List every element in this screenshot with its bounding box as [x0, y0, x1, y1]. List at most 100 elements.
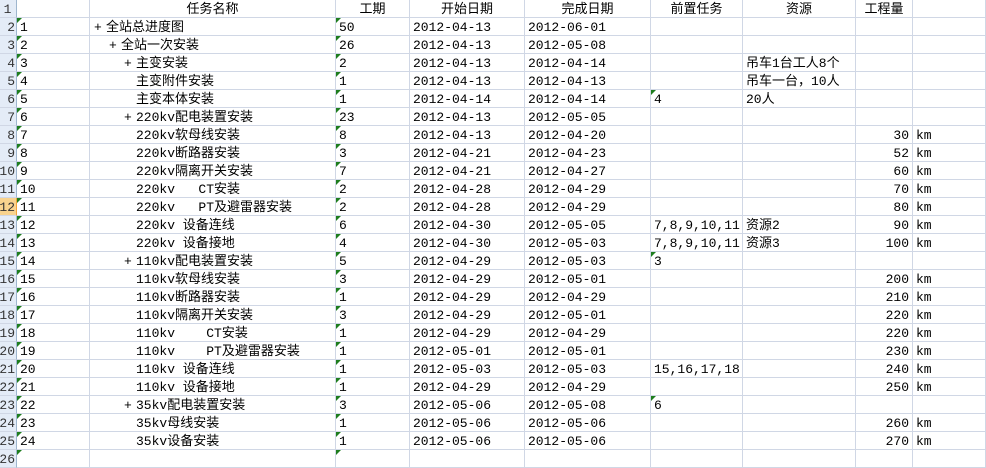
quantity-cell[interactable]: 200 — [856, 270, 913, 288]
end-date-cell[interactable]: 2012-04-20 — [525, 126, 651, 144]
predecessors-cell[interactable]: 7,8,9,10,11 — [651, 234, 743, 252]
task-id-cell[interactable]: 16 — [17, 288, 90, 306]
task-name-cell[interactable]: 220kv PT及避雷器安装 — [90, 198, 336, 216]
quantity-cell[interactable]: 80 — [856, 198, 913, 216]
duration-cell[interactable]: 2 — [336, 54, 410, 72]
duration-cell[interactable]: 1 — [336, 378, 410, 396]
predecessors-cell[interactable] — [651, 72, 743, 90]
end-date-cell[interactable]: 2012-05-05 — [525, 216, 651, 234]
row-header[interactable]: 1 — [0, 0, 17, 18]
predecessors-cell[interactable]: 6 — [651, 396, 743, 414]
start-date-cell[interactable]: 2012-05-06 — [410, 432, 525, 450]
duration-cell[interactable]: 2 — [336, 198, 410, 216]
row-header[interactable]: 22 — [0, 378, 17, 396]
unit-cell[interactable] — [913, 18, 986, 36]
duration-cell[interactable]: 50 — [336, 18, 410, 36]
unit-cell[interactable] — [913, 54, 986, 72]
unit-cell[interactable]: km — [913, 216, 986, 234]
task-id-cell[interactable]: 15 — [17, 270, 90, 288]
resource-cell[interactable] — [743, 378, 856, 396]
resource-cell[interactable] — [743, 144, 856, 162]
quantity-cell[interactable]: 250 — [856, 378, 913, 396]
start-date-cell[interactable]: 2012-04-29 — [410, 306, 525, 324]
duration-cell[interactable]: 2 — [336, 180, 410, 198]
row-header[interactable]: 14 — [0, 234, 17, 252]
empty-cell[interactable] — [743, 450, 856, 468]
resource-cell[interactable] — [743, 414, 856, 432]
row-header[interactable]: 26 — [0, 450, 17, 468]
predecessors-cell[interactable] — [651, 108, 743, 126]
resource-cell[interactable] — [743, 198, 856, 216]
task-name-cell[interactable]: + 主变安装 — [90, 54, 336, 72]
unit-cell[interactable] — [913, 396, 986, 414]
duration-cell[interactable]: 23 — [336, 108, 410, 126]
task-name-cell[interactable]: + 全站一次安装 — [90, 36, 336, 54]
task-name-cell[interactable]: 110kv软母线安装 — [90, 270, 336, 288]
start-date-cell[interactable]: 2012-04-21 — [410, 144, 525, 162]
task-name-cell[interactable]: 110kv 设备连线 — [90, 360, 336, 378]
row-header[interactable]: 9 — [0, 144, 17, 162]
unit-cell[interactable]: km — [913, 306, 986, 324]
start-date-cell[interactable]: 2012-04-30 — [410, 234, 525, 252]
duration-cell[interactable]: 5 — [336, 252, 410, 270]
duration-cell[interactable]: 6 — [336, 216, 410, 234]
unit-cell[interactable] — [913, 108, 986, 126]
predecessors-cell[interactable] — [651, 414, 743, 432]
resource-cell[interactable] — [743, 108, 856, 126]
quantity-cell[interactable]: 210 — [856, 288, 913, 306]
quantity-cell[interactable] — [856, 18, 913, 36]
end-date-cell[interactable]: 2012-04-14 — [525, 54, 651, 72]
task-name-cell[interactable]: 35kv母线安装 — [90, 414, 336, 432]
task-id-cell[interactable]: 9 — [17, 162, 90, 180]
resource-cell[interactable]: 资源2 — [743, 216, 856, 234]
task-name-cell[interactable]: 220kv断路器安装 — [90, 144, 336, 162]
start-date-cell[interactable]: 2012-04-29 — [410, 270, 525, 288]
start-date-cell[interactable]: 2012-05-06 — [410, 414, 525, 432]
task-id-cell[interactable]: 10 — [17, 180, 90, 198]
duration-cell[interactable] — [336, 450, 410, 468]
predecessors-cell[interactable] — [651, 306, 743, 324]
task-name-cell[interactable]: +110kv配电装置安装 — [90, 252, 336, 270]
task-name-cell[interactable]: 220kv 设备接地 — [90, 234, 336, 252]
row-header[interactable]: 13 — [0, 216, 17, 234]
header-end-date[interactable]: 完成日期 — [525, 0, 651, 18]
predecessors-cell[interactable] — [651, 162, 743, 180]
start-date-cell[interactable]: 2012-04-29 — [410, 378, 525, 396]
quantity-cell[interactable]: 240 — [856, 360, 913, 378]
resource-cell[interactable] — [743, 288, 856, 306]
unit-cell[interactable]: km — [913, 162, 986, 180]
predecessors-cell[interactable] — [651, 378, 743, 396]
unit-cell[interactable]: km — [913, 360, 986, 378]
task-name-cell[interactable]: 110kv CT安装 — [90, 324, 336, 342]
resource-cell[interactable]: 资源3 — [743, 234, 856, 252]
row-header[interactable]: 6 — [0, 90, 17, 108]
row-header[interactable]: 11 — [0, 180, 17, 198]
resource-cell[interactable] — [743, 432, 856, 450]
resource-cell[interactable] — [743, 252, 856, 270]
quantity-cell[interactable]: 70 — [856, 180, 913, 198]
predecessors-cell[interactable]: 15,16,17,18 — [651, 360, 743, 378]
empty-cell[interactable] — [913, 450, 986, 468]
end-date-cell[interactable]: 2012-05-03 — [525, 360, 651, 378]
start-date-cell[interactable]: 2012-04-21 — [410, 162, 525, 180]
unit-cell[interactable]: km — [913, 288, 986, 306]
task-name-cell[interactable]: 220kv软母线安装 — [90, 126, 336, 144]
predecessors-cell[interactable] — [651, 36, 743, 54]
resource-cell[interactable] — [743, 342, 856, 360]
duration-cell[interactable]: 1 — [336, 414, 410, 432]
unit-cell[interactable]: km — [913, 144, 986, 162]
resource-cell[interactable] — [743, 306, 856, 324]
predecessors-cell[interactable] — [651, 54, 743, 72]
end-date-cell[interactable]: 2012-05-06 — [525, 414, 651, 432]
end-date-cell[interactable]: 2012-04-29 — [525, 180, 651, 198]
end-date-cell[interactable]: 2012-05-01 — [525, 342, 651, 360]
quantity-cell[interactable] — [856, 252, 913, 270]
predecessors-cell[interactable] — [651, 342, 743, 360]
quantity-cell[interactable] — [856, 108, 913, 126]
row-header[interactable]: 5 — [0, 72, 17, 90]
quantity-cell[interactable] — [856, 54, 913, 72]
row-header[interactable]: 21 — [0, 360, 17, 378]
task-name-cell[interactable]: + 全站总进度图 — [90, 18, 336, 36]
empty-cell[interactable] — [856, 450, 913, 468]
duration-cell[interactable]: 1 — [336, 72, 410, 90]
